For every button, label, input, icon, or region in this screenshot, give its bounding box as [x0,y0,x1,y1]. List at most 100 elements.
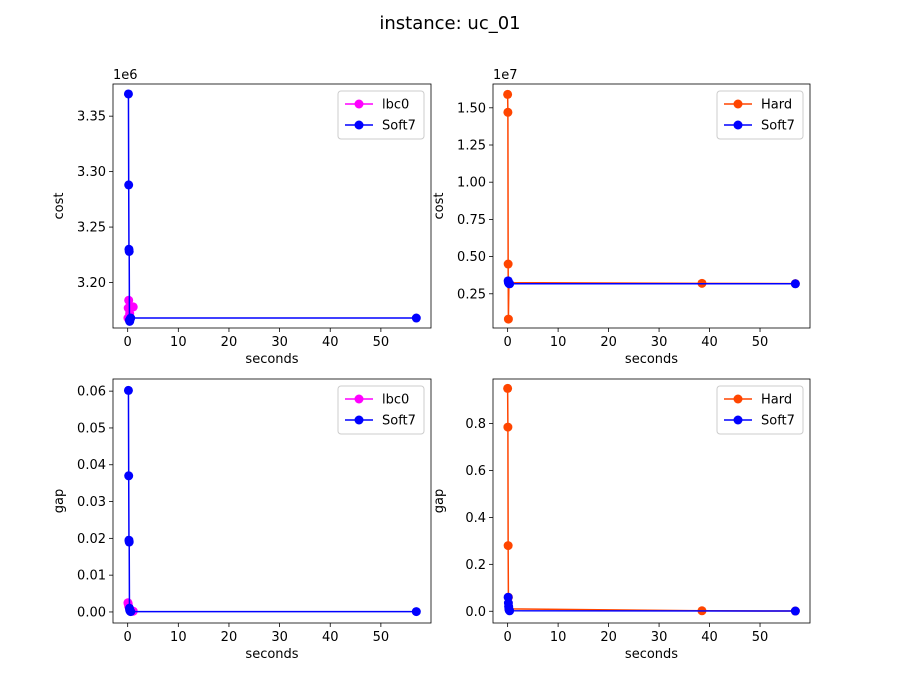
data-point [124,471,134,481]
y-tick-label: 0.00 [77,605,106,620]
data-point [124,180,134,190]
y-tick-label: 0.05 [77,421,106,436]
data-point [790,279,800,289]
data-point [503,89,513,99]
subplots-grid: 0 10 20 30 40 50 3.20 3.25 3.30 3.35 seconds cost 1e… [52,68,811,662]
plot-area [123,89,421,326]
axes-frame [112,378,432,624]
legend: Hard Soft7 [716,90,804,140]
plot-area [503,89,800,324]
y-tick-label: 0.01 [77,569,106,584]
x-axis-label: seconds [245,647,298,662]
y-axis-label: gap [52,489,67,513]
data-point [503,314,513,324]
x-tick-label: 40 [701,630,718,645]
legend-label: Soft7 [382,414,416,429]
x-tick-label: 10 [170,630,187,645]
axes-frame [492,378,811,624]
legend: Hard Soft7 [716,385,804,435]
y-tick-label: 0.50 [457,250,486,265]
x-tick-label: 10 [550,630,567,645]
legend-marker [733,120,743,130]
x-tick-label: 50 [373,335,390,350]
data-point [503,383,513,393]
y-tick-label: 3.25 [77,221,106,236]
subplot-4: 0 10 20 30 40 50 0.0 0.2 0.4 0.6 0.8 seconds gap Hard… [432,378,811,662]
data-point [128,302,138,312]
data-point [505,606,515,616]
y-axis-label: gap [432,489,447,513]
x-tick-label: 30 [271,335,288,350]
y-tick-label: 0.06 [77,385,106,400]
y-tick-label: 0.75 [457,213,486,228]
y-tick-label: 0.4 [465,511,486,526]
y-offset-label: 1e6 [113,68,138,83]
x-tick-label: 20 [600,630,617,645]
y-tick-label: 3.20 [77,276,106,291]
data-point [503,541,513,551]
subplot-3: 0 10 20 30 40 50 0.00 0.01 0.02 0.03 0.04 0.05 0.06 s… [52,378,432,662]
legend-label: Soft7 [382,119,416,134]
x-tick-label: 20 [221,335,238,350]
x-axis-label: seconds [625,647,678,662]
legend-marker [354,120,364,130]
x-tick-label: 40 [322,335,339,350]
x-tick-label: 0 [503,335,511,350]
data-point [503,422,513,432]
legend-marker [354,415,364,425]
x-tick-label: 20 [600,335,617,350]
data-point [411,313,421,323]
legend-label: Hard [761,393,792,408]
data-point [124,537,134,547]
figure-title: instance: uc_01 [379,13,520,34]
legend-label: Soft7 [761,119,795,134]
y-tick-label: 1.25 [457,139,486,154]
y-tick-label: 0.2 [465,558,486,573]
data-point [790,606,800,616]
x-tick-label: 50 [752,335,769,350]
y-tick-label: 0.0 [465,605,486,620]
x-tick-label: 20 [221,630,238,645]
x-tick-label: 50 [373,630,390,645]
subplot-1: 0 10 20 30 40 50 3.20 3.25 3.30 3.35 seconds cost 1e… [52,68,432,367]
data-point [503,107,513,117]
data-point [126,313,136,323]
legend-marker [733,415,743,425]
x-tick-label: 0 [124,630,132,645]
y-tick-label: 3.35 [77,110,106,125]
y-tick-label: 0.04 [77,458,106,473]
subplot-2: 0 10 20 30 40 50 0.25 0.50 0.75 1.00 1.25 1.50 secon… [432,68,811,367]
data-point [503,259,513,269]
y-tick-label: 3.30 [77,165,106,180]
x-axis-label: seconds [625,352,678,367]
y-tick-label: 0.25 [457,287,486,302]
y-tick-label: 0.03 [77,495,106,510]
x-tick-label: 30 [271,630,288,645]
x-tick-label: 0 [124,335,132,350]
legend-label: Hard [761,98,792,113]
series-soft7 [503,276,800,289]
legend-label: Soft7 [761,414,795,429]
y-tick-label: 1.50 [457,101,486,116]
legend-marker [354,99,364,109]
legend: lbc0 Soft7 [337,385,425,435]
plot-area [123,385,421,617]
y-tick-label: 0.02 [77,532,106,547]
legend-marker [733,99,743,109]
plot-area [503,383,800,616]
series-soft7 [503,592,800,616]
x-tick-label: 30 [651,335,668,350]
legend-label: lbc0 [382,98,409,113]
data-point [123,89,133,99]
x-tick-label: 0 [503,630,511,645]
data-point [126,607,136,617]
legend-marker [733,394,743,404]
series-soft7 [123,89,421,326]
legend: lbc0 Soft7 [337,90,425,140]
y-tick-label: 0.6 [465,464,486,479]
legend-marker [354,394,364,404]
y-axis-label: cost [52,193,67,220]
data-point [124,246,134,256]
axes-frame [112,83,432,329]
